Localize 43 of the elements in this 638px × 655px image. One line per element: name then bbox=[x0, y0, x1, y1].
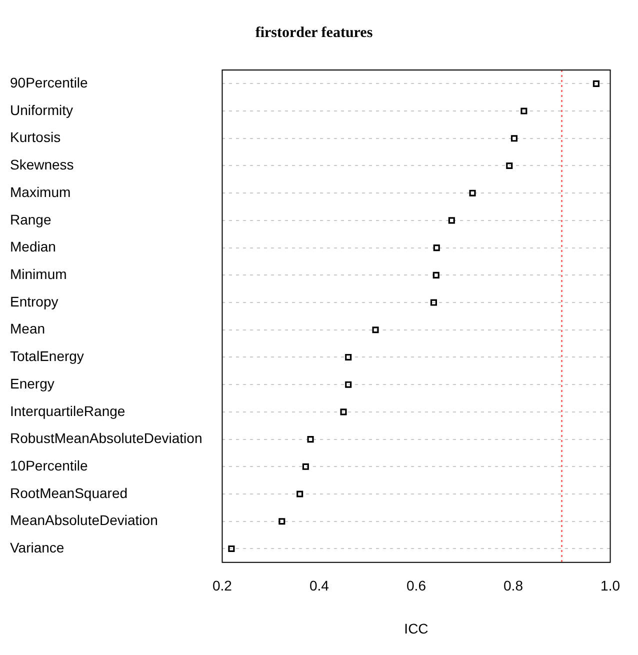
y-tick-label: Kurtosis bbox=[10, 129, 61, 146]
point bbox=[307, 436, 314, 443]
point bbox=[510, 135, 518, 142]
y-tick-label: 90Percentile bbox=[10, 74, 88, 91]
y-tick-label: RobustMeanAbsoluteDeviation bbox=[10, 430, 202, 446]
y-tick-label: Uniformity bbox=[10, 102, 74, 118]
point bbox=[506, 162, 513, 170]
x-tick-label: 0.4 bbox=[310, 578, 330, 594]
x-axis-title: ICC bbox=[404, 620, 428, 636]
y-tick-label: Energy bbox=[10, 375, 54, 392]
point bbox=[228, 545, 235, 552]
point bbox=[296, 490, 304, 498]
point bbox=[432, 272, 440, 278]
point bbox=[592, 80, 600, 87]
point bbox=[340, 408, 347, 416]
y-tick-label: Variance bbox=[10, 540, 64, 556]
y-tick-label: RootMeanSquared bbox=[10, 484, 128, 501]
y-tick-label: Minimum bbox=[10, 266, 67, 282]
y-tick-label: Maximum bbox=[10, 184, 71, 200]
y-tick-label: Entropy bbox=[10, 293, 58, 310]
x-tick-label: 1.0 bbox=[600, 578, 620, 594]
y-tick-label: TotalEnergy bbox=[10, 348, 84, 364]
y-tick-label: Range bbox=[10, 211, 52, 228]
point bbox=[278, 518, 286, 525]
point bbox=[469, 190, 476, 196]
point bbox=[345, 381, 352, 388]
point bbox=[448, 217, 455, 224]
y-tick-label: Mean bbox=[10, 320, 46, 337]
y-tick-label: MeanAbsoluteDeviation bbox=[10, 512, 158, 528]
x-tick-label: 0.8 bbox=[504, 578, 524, 594]
y-tick-label: Median bbox=[10, 238, 56, 255]
x-tick-label: 0.6 bbox=[406, 578, 426, 594]
point bbox=[433, 244, 440, 252]
y-tick-label: 10Percentile bbox=[10, 458, 88, 474]
point bbox=[345, 354, 352, 361]
x-tick-label: 0.2 bbox=[212, 578, 232, 594]
point bbox=[302, 463, 309, 470]
point bbox=[430, 299, 437, 306]
y-tick-label: InterquartileRange bbox=[10, 402, 126, 419]
chart-title: firstorder features bbox=[255, 24, 373, 41]
point bbox=[372, 326, 379, 334]
point bbox=[520, 108, 528, 114]
y-tick-label: Skewness bbox=[10, 156, 74, 173]
